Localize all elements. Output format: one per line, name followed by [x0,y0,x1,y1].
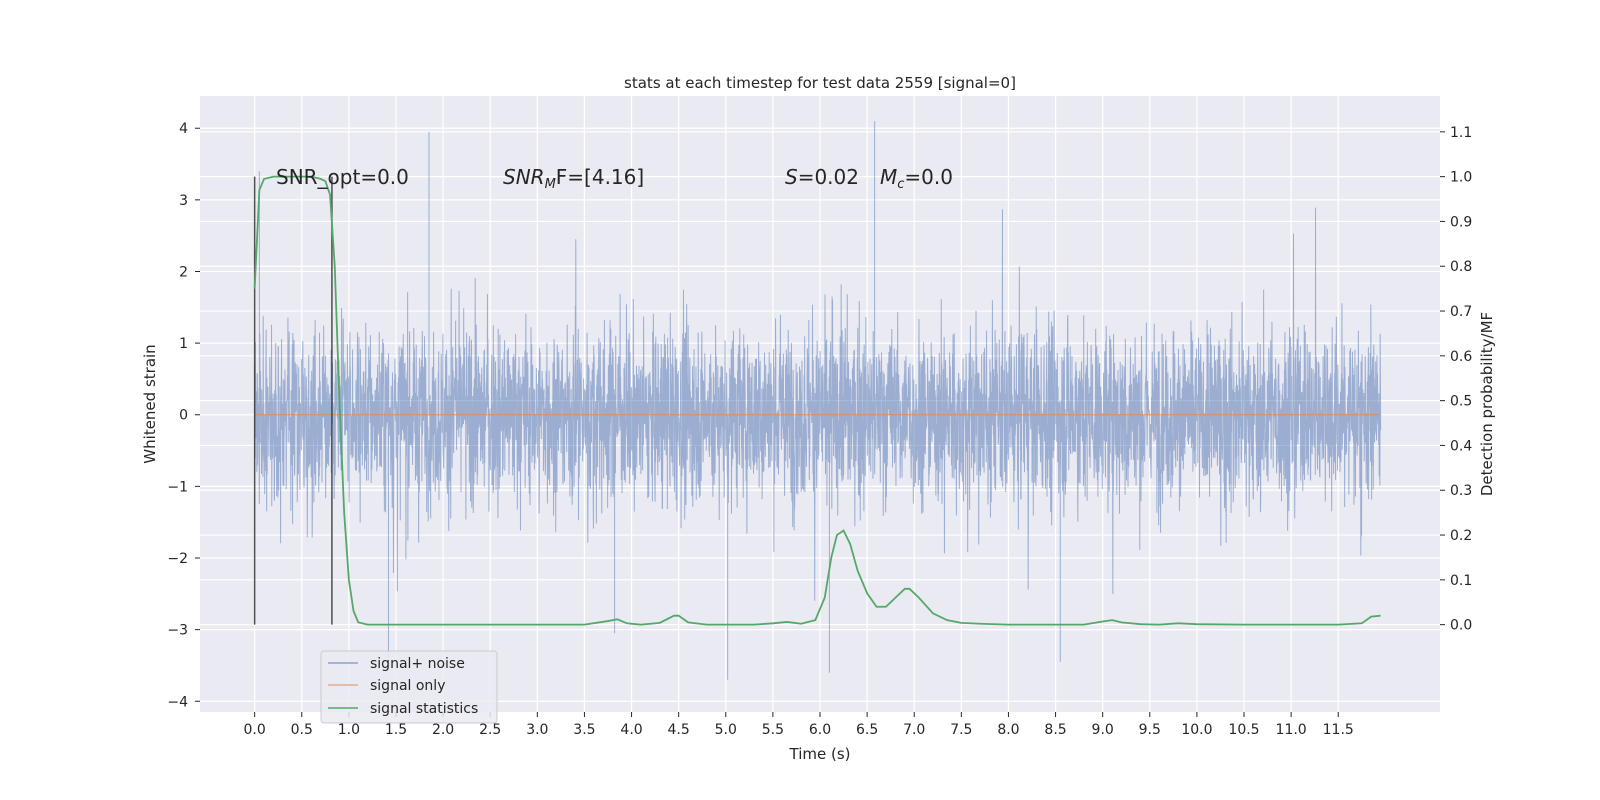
x-tick-label: 11.5 [1323,722,1354,738]
y-tick-label-right: 0.7 [1450,304,1472,320]
x-tick-label: 5.0 [715,722,737,738]
x-tick-label: 0.5 [291,722,313,738]
y-tick-label-right: 0.1 [1450,573,1472,589]
annotation-snr-mf: SNRMF=[4.16] [503,165,644,192]
y-tick-label-right: 0.0 [1450,618,1472,634]
legend-box [320,650,498,724]
x-tick-label: 6.5 [856,722,878,738]
y-tick-label-right: 0.3 [1450,483,1472,499]
x-tick-label: 9.0 [1092,722,1114,738]
x-tick-label: 8.0 [997,722,1019,738]
legend-label-signal-only: signal only [370,678,445,694]
y-tick-label-right: 0.2 [1450,528,1472,544]
y-tick-label-left: −3 [167,623,188,639]
x-tick-label: 2.0 [432,722,454,738]
x-tick-label: 7.5 [950,722,972,738]
series-signal-statistics [253,175,1381,626]
x-tick-label: 10.0 [1181,722,1212,738]
y-tick-label-right: 0.9 [1450,214,1472,230]
y-tick-labels-right: 0.0 0.1 0.2 0.3 0.4 0.5 0.6 0.7 0.8 0.9 1.0 1.1 [1440,125,1472,634]
x-tick-label: 0.0 [244,722,266,738]
x-tick-label: 5.5 [762,722,784,738]
y-tick-label-right: 0.4 [1450,438,1472,454]
annotation-snr-opt: SNR_opt=0.0 [276,165,409,189]
signal-statistics-line [253,175,1381,626]
y-tick-label-right: 0.6 [1450,349,1472,365]
signal-plus-noise-line [254,121,1382,680]
chart-title: stats at each timestep for test data 255… [624,74,1016,92]
x-tick-label: 9.5 [1139,722,1161,738]
x-tick-label: 3.5 [573,722,595,738]
x-tick-label: 1.0 [338,722,360,738]
x-tick-label: 11.0 [1276,722,1307,738]
y-tick-labels-left: −4 −3 −2 −1 0 1 2 3 4 [167,121,200,710]
y-tick-label-left: 1 [179,336,188,352]
y-tick-label-right: 0.5 [1450,394,1472,410]
x-tick-label: 4.5 [668,722,690,738]
vertical-markers [253,176,333,625]
annotation-mc: Mc=0.0 [880,165,953,192]
y-tick-label-right: 1.0 [1450,170,1472,186]
y-tick-label-left: 3 [179,193,188,209]
y-tick-label-left: 0 [179,408,188,424]
y-tick-label-left: 4 [179,121,188,137]
x-axis-title: Time (s) [789,745,851,763]
x-tick-labels: 0.0 0.5 1.0 1.5 2.0 2.5 3.0 3.5 4.0 4.5 5.0 5.5 6.0 6… [244,712,1354,738]
y-axis-title-left: Whitened strain [141,344,159,463]
x-tick-label: 2.5 [479,722,501,738]
annotation-s: S=0.02 [785,165,859,189]
y-tick-label-left: 2 [179,264,188,280]
x-tick-label: 6.0 [809,722,831,738]
x-tick-label: 4.0 [620,722,642,738]
x-tick-label: 7.0 [903,722,925,738]
x-tick-label: 1.5 [385,722,407,738]
y-axis-title-right: Detection probability/MF [1478,312,1496,496]
x-tick-label: 10.5 [1228,722,1259,738]
legend-label-signal-statistics: signal statistics [370,701,478,717]
legend: signal+ noise signal only signal statist… [320,650,498,724]
legend-label-signal-plus-noise: signal+ noise [370,656,465,672]
y-tick-label-left: −1 [167,479,188,495]
x-tick-label: 8.5 [1044,722,1066,738]
y-tick-label-left: −4 [167,694,188,710]
y-tick-label-right: 1.1 [1450,125,1472,141]
y-tick-label-left: −2 [167,551,188,567]
y-tick-label-right: 0.8 [1450,259,1472,275]
x-tick-label: 3.0 [526,722,548,738]
series-signal-plus-noise [254,121,1382,680]
